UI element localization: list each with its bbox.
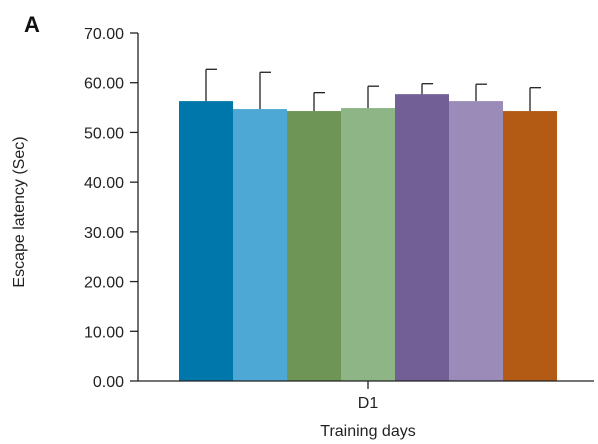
y-axis-ticks: 0.00 10.00 20.00 30.00 40.00 50.00 60.00 70.00 <box>84 26 138 391</box>
bar-4 <box>341 108 395 381</box>
bar-1 <box>179 101 233 381</box>
bar-2 <box>233 109 287 381</box>
y-axis-title: Escape latency (Sec) <box>11 136 28 287</box>
x-tick-label: D1 <box>358 395 379 412</box>
y-tick-label: 10.00 <box>84 324 124 341</box>
x-axis-ticks: D1 <box>358 381 379 412</box>
bar-3 <box>287 111 341 382</box>
y-tick-label: 30.00 <box>84 225 124 242</box>
bar-6 <box>449 101 503 381</box>
bars <box>179 68 557 382</box>
bar-5 <box>395 94 449 382</box>
y-tick-label: 40.00 <box>84 175 124 192</box>
x-axis-title: Training days <box>320 423 415 440</box>
y-tick-label: 60.00 <box>84 76 124 93</box>
y-tick-label: 20.00 <box>84 275 124 292</box>
bar-7 <box>503 111 557 382</box>
y-tick-label: 70.00 <box>84 26 124 43</box>
y-tick-label: 0.00 <box>93 374 124 391</box>
panel-label: A <box>24 12 40 37</box>
y-tick-label: 50.00 <box>84 125 124 142</box>
